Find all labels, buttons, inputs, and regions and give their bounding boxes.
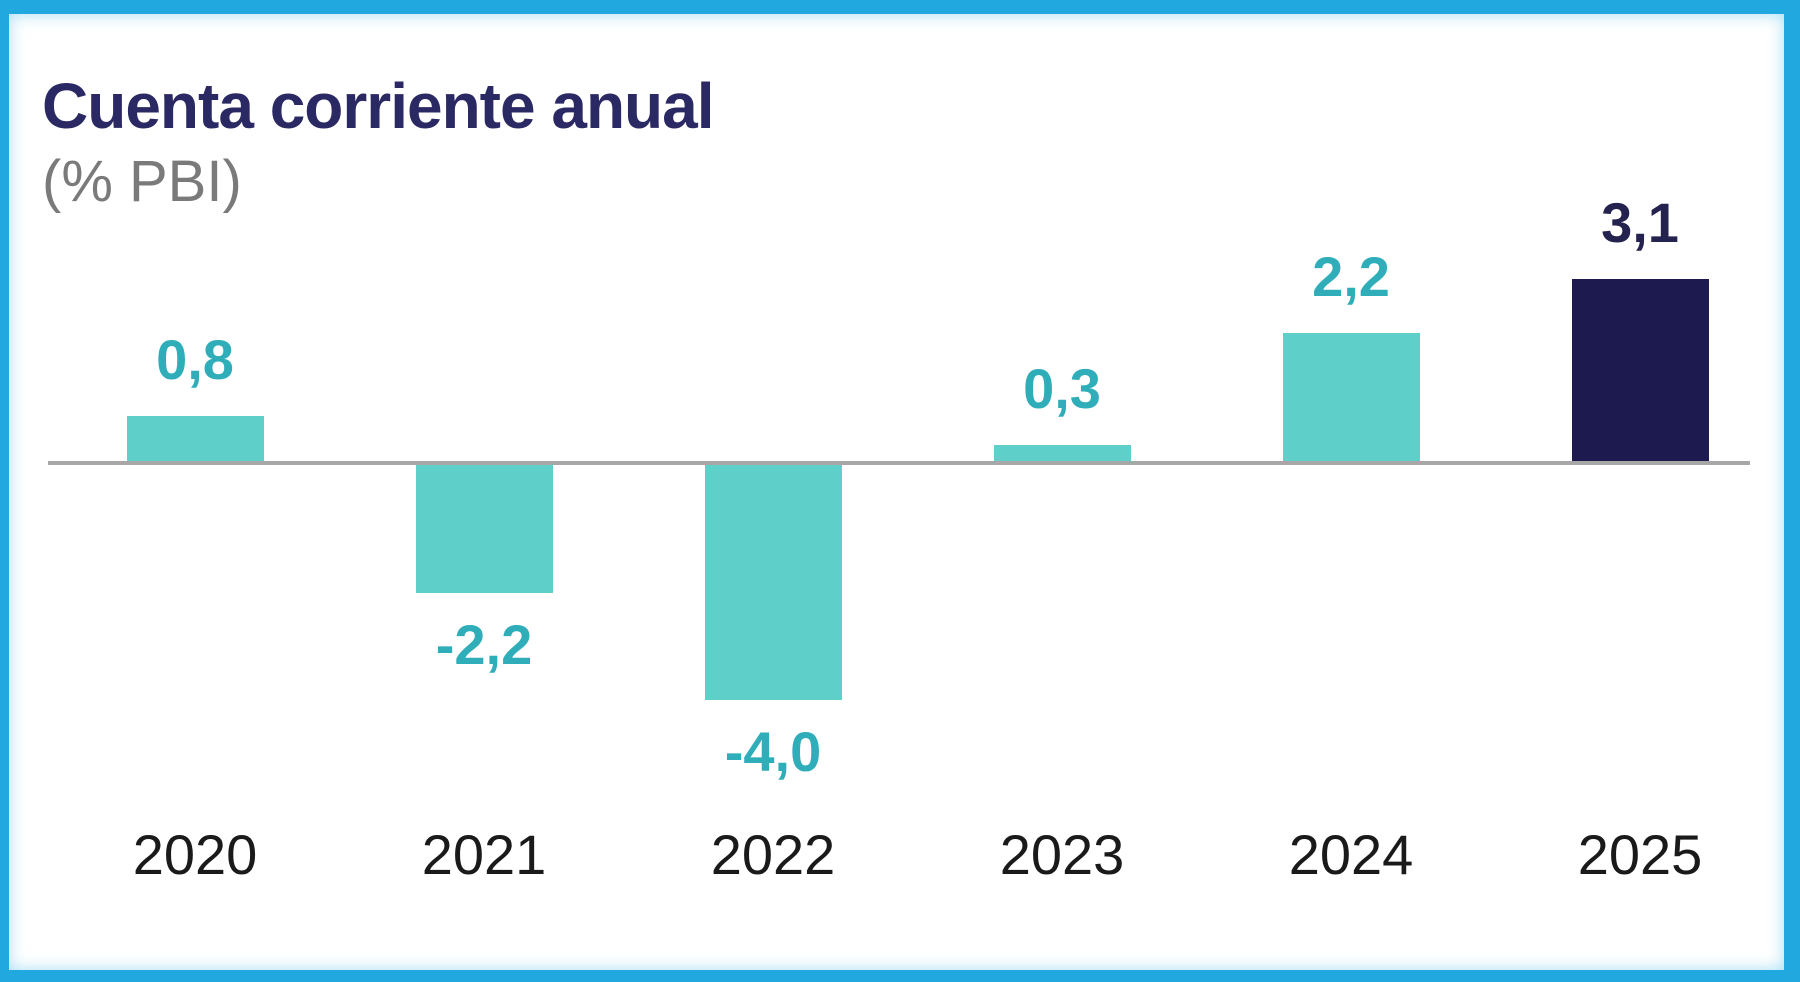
- chart-title: Cuenta corriente anual: [42, 70, 714, 142]
- bar-2021: [415, 463, 553, 593]
- year-label-2022: 2022: [710, 823, 836, 886]
- year-label-2025: 2025: [1577, 823, 1703, 886]
- value-label-2025: 3,1: [1601, 191, 1679, 254]
- value-label-2023: 0,3: [1023, 357, 1101, 420]
- value-label-2021: -2,2: [435, 613, 533, 676]
- bar-2024: [1282, 333, 1420, 463]
- bar-2025: [1571, 279, 1709, 463]
- year-label-2023: 2023: [999, 823, 1125, 886]
- bar-2023: [993, 445, 1131, 463]
- value-label-2024: 2,2: [1312, 245, 1390, 308]
- year-label-2024: 2024: [1288, 823, 1414, 886]
- year-label-2020: 2020: [132, 823, 258, 886]
- chart-subtitle: (% PBI): [42, 149, 242, 214]
- x-axis-zero-line: [48, 461, 1750, 465]
- year-label-2021: 2021: [421, 823, 547, 886]
- bar-2020: [126, 416, 264, 463]
- value-label-2020: 0,8: [156, 328, 234, 391]
- bar-2022: [704, 463, 842, 700]
- value-label-2022: -4,0: [724, 720, 822, 783]
